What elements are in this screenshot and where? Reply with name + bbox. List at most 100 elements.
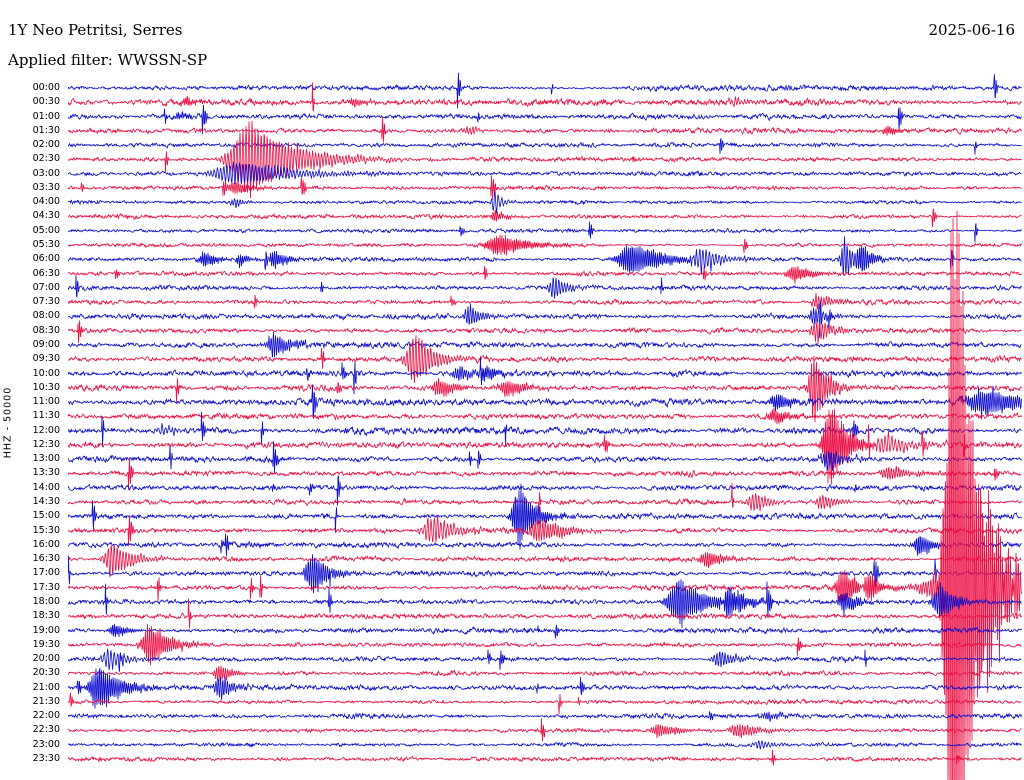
time-label: 18:30 — [32, 610, 60, 622]
time-label: 18:00 — [32, 595, 60, 607]
trace-row — [68, 292, 1022, 310]
trace-row — [68, 320, 1022, 344]
trace-row — [68, 407, 1022, 425]
time-label: 01:00 — [32, 110, 60, 122]
time-label: 20:00 — [32, 653, 60, 665]
time-label: 00:30 — [32, 96, 60, 108]
trace-row — [68, 190, 1022, 214]
time-label: 23:00 — [32, 738, 60, 750]
time-label: 17:00 — [32, 567, 60, 579]
time-label: 07:00 — [32, 281, 60, 293]
trace-row — [68, 236, 1022, 276]
trace-row — [68, 161, 1022, 185]
trace-row — [68, 545, 1022, 578]
trace-row — [68, 355, 1022, 423]
trace-row — [68, 739, 1022, 750]
trace-row — [68, 710, 1022, 722]
trace-row — [68, 82, 1022, 112]
time-label: 16:00 — [32, 538, 60, 550]
trace-row — [68, 275, 1022, 299]
time-label: 22:30 — [32, 724, 60, 736]
trace-row — [68, 554, 1022, 594]
trace-row — [68, 648, 1022, 672]
time-label: 16:30 — [32, 553, 60, 565]
trace-row — [68, 411, 1022, 447]
trace-row — [68, 137, 1022, 155]
trace-row — [68, 598, 1022, 629]
time-label: 13:30 — [32, 467, 60, 479]
trace-row — [68, 408, 1022, 485]
trace-row — [68, 384, 1022, 420]
trace-row — [68, 483, 1022, 550]
trace-row — [68, 331, 1022, 358]
trace-row — [68, 72, 1022, 109]
time-label: 22:00 — [32, 710, 60, 722]
time-label: 00:00 — [32, 82, 60, 93]
time-label: 12:00 — [32, 424, 60, 436]
time-label: 10:30 — [32, 381, 60, 393]
time-label: 15:30 — [32, 524, 60, 536]
time-label: 10:00 — [32, 367, 60, 379]
time-label: 08:30 — [32, 324, 60, 336]
trace-row — [68, 234, 1022, 256]
time-label: 02:30 — [32, 153, 60, 165]
time-label: 03:30 — [32, 181, 60, 193]
time-label: 11:30 — [32, 410, 60, 422]
time-label: 13:00 — [32, 453, 60, 465]
trace-row — [68, 265, 1022, 284]
trace-row — [68, 718, 1022, 742]
time-label: 09:30 — [32, 353, 60, 365]
trace-row — [68, 335, 1022, 383]
station-title: 1Y Neo Petritsi, Serres — [8, 21, 183, 39]
trace-row — [68, 210, 1022, 780]
trace-row — [68, 120, 1022, 199]
trace-row — [68, 457, 1022, 491]
time-label: 14:30 — [32, 496, 60, 508]
time-label: 23:30 — [32, 753, 60, 765]
trace-row — [68, 221, 1022, 243]
trace-row — [68, 515, 1022, 547]
trace-row — [68, 579, 1022, 628]
time-label: 08:00 — [32, 310, 60, 322]
trace-row — [68, 667, 1022, 709]
trace-row — [68, 116, 1022, 143]
trace-row — [68, 175, 1022, 201]
trace-row — [68, 300, 1022, 338]
time-label: 04:00 — [32, 196, 60, 208]
trace-row — [68, 623, 1022, 639]
trace-row — [68, 104, 1022, 134]
time-label: 20:30 — [32, 667, 60, 679]
time-label: 09:00 — [32, 338, 60, 350]
time-label: 19:00 — [32, 624, 60, 636]
trace-row — [68, 441, 1022, 474]
trace-row — [68, 623, 1022, 666]
trace-row — [68, 665, 1022, 682]
time-label: 07:30 — [32, 296, 60, 308]
time-label: 14:00 — [32, 481, 60, 493]
time-axis: 00:00 00:30 01:00 01:30 02:00 02:30 03:00 03:30… — [0, 0, 64, 780]
time-label: 21:00 — [32, 681, 60, 693]
trace-row — [68, 356, 1022, 395]
helicorder-traces — [68, 72, 1022, 780]
time-label: 06:30 — [32, 267, 60, 279]
trace-row — [68, 692, 1022, 715]
report-date: 2025-06-16 — [928, 21, 1015, 39]
trace-row — [68, 208, 1022, 228]
time-label: 15:00 — [32, 510, 60, 522]
time-label: 05:30 — [32, 239, 60, 251]
time-label: 02:00 — [32, 139, 60, 151]
filter-label: Applied filter: WWSSN-SP — [8, 51, 208, 69]
time-label: 19:30 — [32, 638, 60, 650]
time-label: 03:00 — [32, 167, 60, 179]
time-label: 17:30 — [32, 581, 60, 593]
trace-row — [68, 533, 1022, 557]
time-label: 11:00 — [32, 396, 60, 408]
time-label: 06:00 — [32, 253, 60, 265]
time-label: 01:30 — [32, 124, 60, 136]
trace-row — [68, 749, 1022, 766]
trace-row — [68, 475, 1022, 506]
time-label: 12:30 — [32, 438, 60, 450]
trace-row — [68, 483, 1022, 515]
time-label: 04:30 — [32, 210, 60, 222]
